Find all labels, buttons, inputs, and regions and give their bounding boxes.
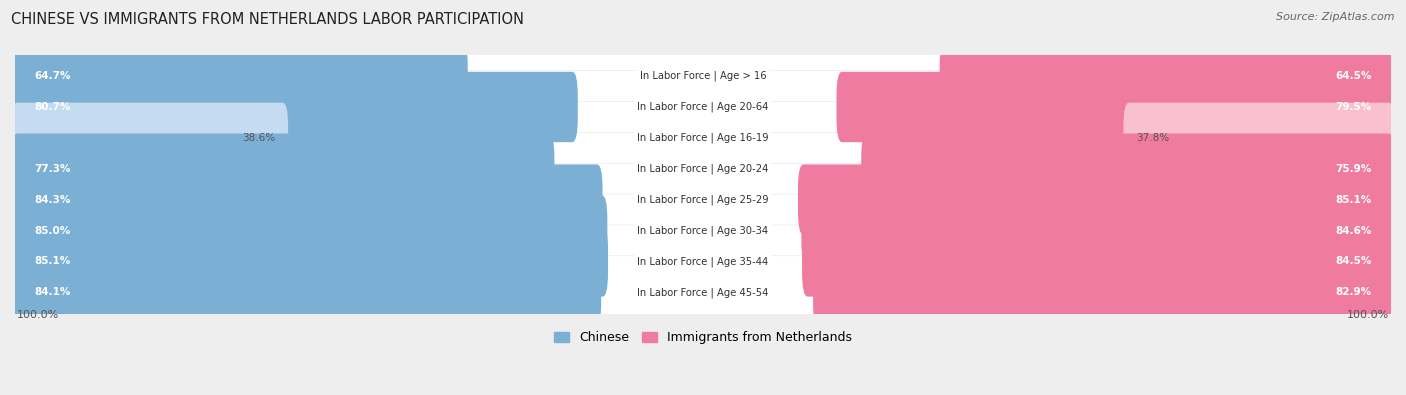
Text: 84.5%: 84.5% <box>1336 256 1372 266</box>
Text: In Labor Force | Age 16-19: In Labor Force | Age 16-19 <box>637 133 769 143</box>
FancyBboxPatch shape <box>11 164 603 235</box>
Text: In Labor Force | Age 20-64: In Labor Force | Age 20-64 <box>637 102 769 112</box>
FancyBboxPatch shape <box>1123 103 1395 173</box>
FancyBboxPatch shape <box>862 134 1395 204</box>
FancyBboxPatch shape <box>11 132 1395 205</box>
Text: In Labor Force | Age > 16: In Labor Force | Age > 16 <box>640 71 766 81</box>
Text: Source: ZipAtlas.com: Source: ZipAtlas.com <box>1277 12 1395 22</box>
Text: 64.5%: 64.5% <box>1336 71 1372 81</box>
FancyBboxPatch shape <box>11 40 1395 113</box>
Text: 80.7%: 80.7% <box>34 102 70 112</box>
FancyBboxPatch shape <box>11 41 468 111</box>
FancyBboxPatch shape <box>801 226 1395 297</box>
Text: In Labor Force | Age 30-34: In Labor Force | Age 30-34 <box>637 225 769 236</box>
FancyBboxPatch shape <box>11 163 1395 236</box>
FancyBboxPatch shape <box>801 195 1395 266</box>
FancyBboxPatch shape <box>11 195 607 266</box>
Text: In Labor Force | Age 45-54: In Labor Force | Age 45-54 <box>637 287 769 297</box>
Text: 84.1%: 84.1% <box>34 287 70 297</box>
FancyBboxPatch shape <box>11 256 1395 329</box>
Text: 38.6%: 38.6% <box>243 133 276 143</box>
FancyBboxPatch shape <box>799 164 1395 235</box>
Text: In Labor Force | Age 35-44: In Labor Force | Age 35-44 <box>637 256 769 267</box>
FancyBboxPatch shape <box>11 225 1395 298</box>
FancyBboxPatch shape <box>11 103 288 173</box>
FancyBboxPatch shape <box>939 41 1395 111</box>
Text: CHINESE VS IMMIGRANTS FROM NETHERLANDS LABOR PARTICIPATION: CHINESE VS IMMIGRANTS FROM NETHERLANDS L… <box>11 12 524 27</box>
FancyBboxPatch shape <box>11 226 607 297</box>
FancyBboxPatch shape <box>837 72 1395 142</box>
FancyBboxPatch shape <box>813 257 1395 327</box>
FancyBboxPatch shape <box>11 102 1395 174</box>
FancyBboxPatch shape <box>11 194 1395 267</box>
Legend: Chinese, Immigrants from Netherlands: Chinese, Immigrants from Netherlands <box>550 326 856 349</box>
Text: 100.0%: 100.0% <box>1347 310 1389 320</box>
Text: In Labor Force | Age 20-24: In Labor Force | Age 20-24 <box>637 164 769 174</box>
Text: In Labor Force | Age 25-29: In Labor Force | Age 25-29 <box>637 194 769 205</box>
FancyBboxPatch shape <box>11 257 602 327</box>
Text: 85.1%: 85.1% <box>1336 195 1372 205</box>
Text: 84.3%: 84.3% <box>34 195 70 205</box>
Text: 79.5%: 79.5% <box>1336 102 1372 112</box>
FancyBboxPatch shape <box>11 72 578 142</box>
FancyBboxPatch shape <box>11 71 1395 143</box>
Text: 84.6%: 84.6% <box>1336 226 1372 235</box>
Text: 37.8%: 37.8% <box>1136 133 1168 143</box>
Text: 75.9%: 75.9% <box>1336 164 1372 174</box>
FancyBboxPatch shape <box>11 134 554 204</box>
Text: 100.0%: 100.0% <box>17 310 59 320</box>
Text: 85.1%: 85.1% <box>34 256 70 266</box>
Text: 85.0%: 85.0% <box>34 226 70 235</box>
Text: 82.9%: 82.9% <box>1336 287 1372 297</box>
Text: 77.3%: 77.3% <box>34 164 70 174</box>
Text: 64.7%: 64.7% <box>34 71 70 81</box>
